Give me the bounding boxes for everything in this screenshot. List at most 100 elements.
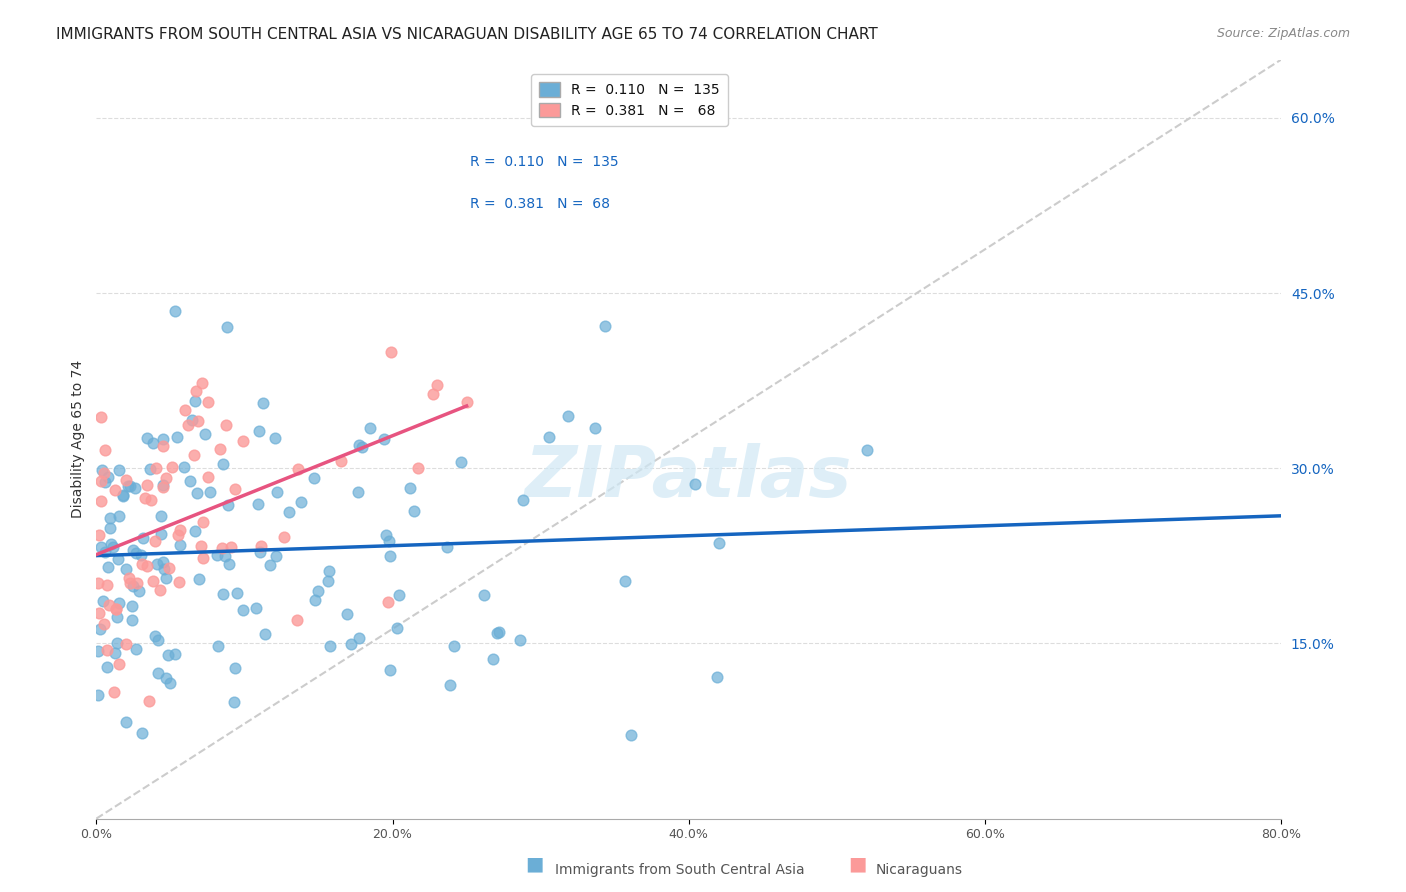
- Point: [152, 432, 174, 446]
- Point: [174, 403, 197, 417]
- Point: [278, 505, 301, 519]
- Point: [96, 660, 118, 674]
- Point: [112, 489, 135, 503]
- Point: [426, 378, 449, 392]
- Point: [385, 621, 408, 635]
- Point: [142, 436, 165, 450]
- Point: [122, 543, 145, 558]
- Point: [131, 557, 153, 571]
- Point: [167, 528, 190, 542]
- Point: [145, 461, 167, 475]
- Point: [115, 562, 138, 576]
- Point: [98, 521, 121, 535]
- Point: [166, 429, 188, 443]
- Point: [214, 549, 236, 563]
- Point: [104, 646, 127, 660]
- Point: [184, 393, 207, 408]
- Point: [378, 663, 401, 677]
- Point: [136, 478, 159, 492]
- Point: [134, 491, 156, 505]
- Point: [90, 494, 112, 508]
- Point: [226, 586, 249, 600]
- Text: Source: ZipAtlas.com: Source: ZipAtlas.com: [1216, 27, 1350, 40]
- Point: [212, 587, 235, 601]
- Point: [509, 633, 531, 648]
- Point: [224, 482, 246, 496]
- Point: [118, 570, 141, 584]
- Point: [190, 376, 212, 390]
- Point: [163, 647, 186, 661]
- Point: [482, 652, 505, 666]
- Point: [105, 602, 128, 616]
- Point: [436, 540, 458, 554]
- Point: [685, 477, 707, 491]
- Point: [125, 546, 148, 560]
- Point: [232, 603, 254, 617]
- Point: [152, 477, 174, 491]
- Point: [218, 557, 240, 571]
- Point: [347, 438, 370, 452]
- Point: [181, 412, 204, 426]
- Point: [184, 524, 207, 538]
- Point: [485, 625, 508, 640]
- Point: [207, 639, 229, 653]
- Point: [273, 530, 295, 544]
- Point: [329, 453, 352, 467]
- Point: [108, 597, 131, 611]
- Point: [142, 574, 165, 588]
- Point: [98, 598, 121, 612]
- Point: [149, 583, 172, 598]
- Point: [184, 384, 207, 398]
- Point: [378, 549, 401, 563]
- Point: [706, 670, 728, 684]
- Point: [318, 574, 340, 589]
- Point: [253, 626, 276, 640]
- Point: [104, 483, 127, 498]
- Point: [319, 640, 342, 654]
- Point: [193, 515, 215, 529]
- Point: [583, 420, 606, 434]
- Point: [472, 588, 495, 602]
- Point: [91, 463, 114, 477]
- Point: [121, 599, 143, 613]
- Point: [422, 386, 444, 401]
- Point: [118, 479, 141, 493]
- Point: [115, 715, 138, 730]
- Point: [146, 633, 169, 648]
- Point: [249, 539, 271, 553]
- Point: [143, 533, 166, 548]
- Point: [339, 637, 361, 651]
- Point: [224, 695, 246, 709]
- Point: [90, 540, 112, 554]
- Text: R =  0.110   N =  135: R = 0.110 N = 135: [470, 155, 619, 169]
- Point: [90, 475, 112, 489]
- Point: [115, 473, 138, 487]
- Point: [450, 455, 472, 469]
- Point: [187, 414, 209, 428]
- Point: [620, 728, 643, 742]
- Point: [98, 511, 121, 525]
- Text: ■: ■: [848, 855, 868, 873]
- Point: [107, 551, 129, 566]
- Point: [87, 689, 110, 703]
- Point: [101, 540, 124, 554]
- Point: [197, 395, 219, 409]
- Point: [155, 672, 177, 686]
- Point: [406, 460, 429, 475]
- Point: [112, 488, 135, 502]
- Point: [105, 635, 128, 649]
- Point: [347, 484, 370, 499]
- Point: [155, 571, 177, 585]
- Point: [377, 595, 399, 609]
- Point: [512, 492, 534, 507]
- Point: [855, 443, 877, 458]
- Point: [152, 439, 174, 453]
- Text: R =  0.381   N =  68: R = 0.381 N = 68: [470, 197, 610, 211]
- Point: [208, 442, 231, 456]
- Point: [89, 606, 111, 620]
- Point: [136, 559, 159, 574]
- Point: [136, 431, 159, 445]
- Text: Nicaraguans: Nicaraguans: [876, 863, 963, 877]
- Point: [152, 480, 174, 494]
- Point: [149, 508, 172, 523]
